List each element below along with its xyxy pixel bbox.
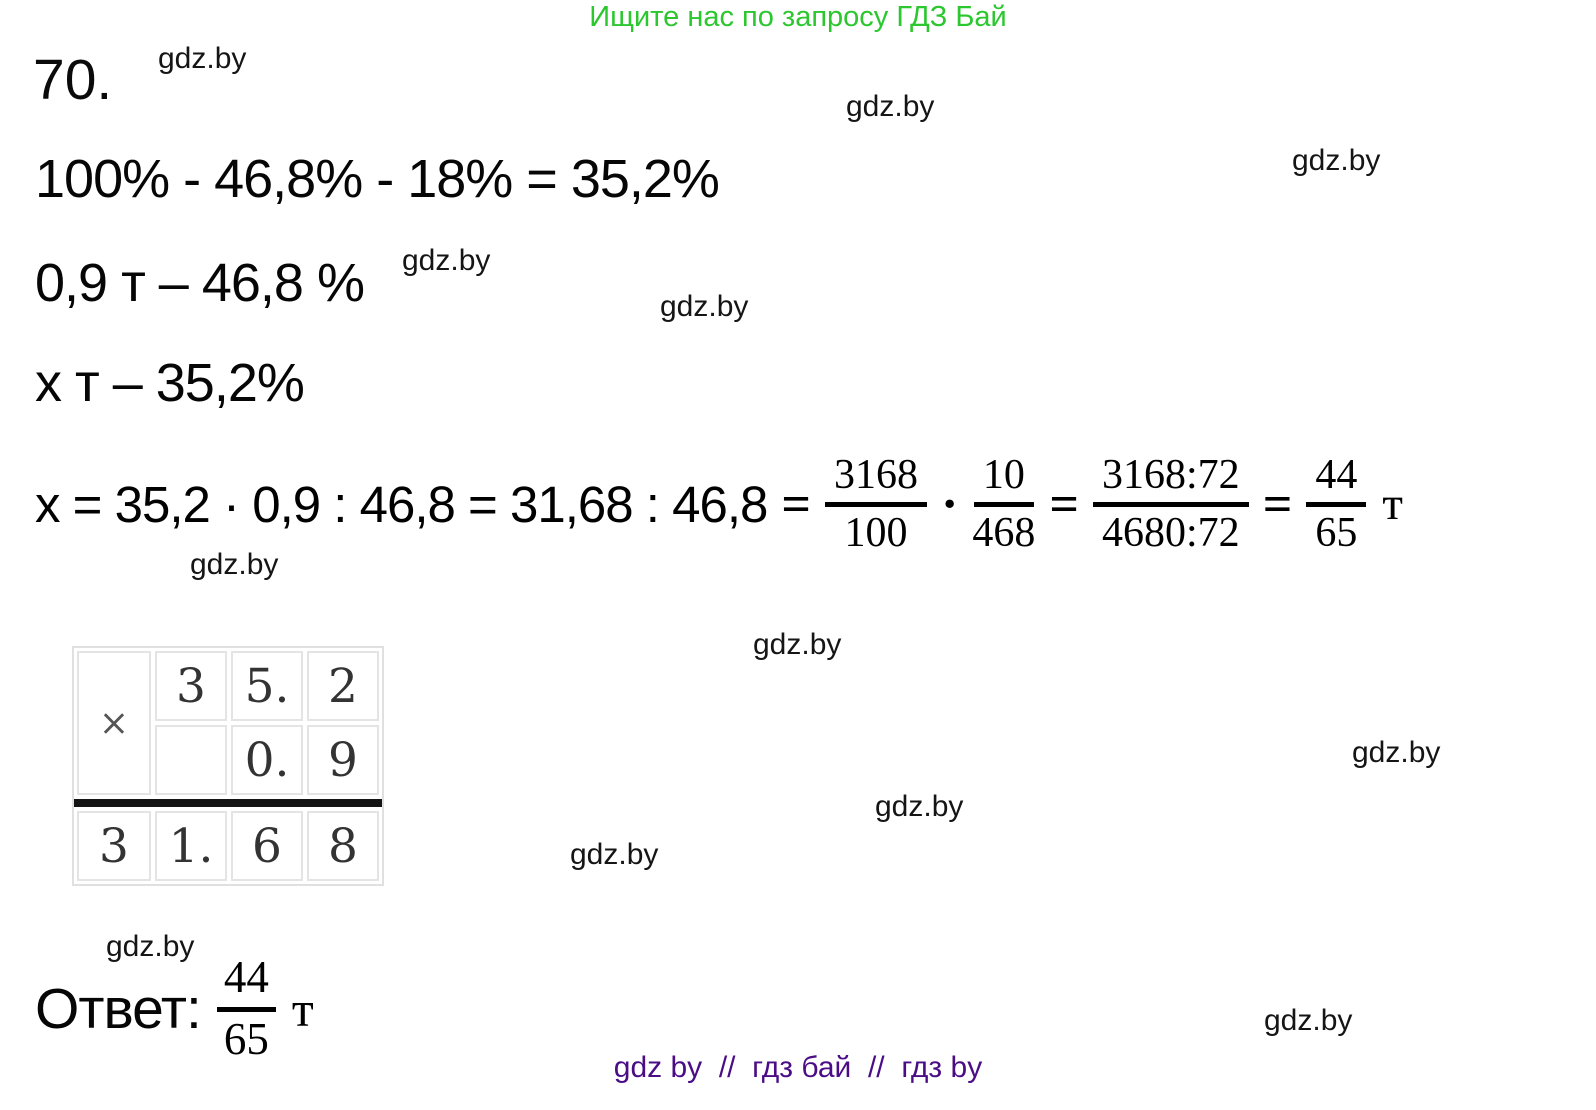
watermark: gdz.by — [846, 90, 935, 123]
unit-tonnes: т — [1382, 478, 1403, 530]
grid-cell: 5. — [231, 651, 303, 721]
search-banner: Ищите нас по запросу ГДЗ Бай — [589, 1, 1007, 33]
fraction-numerator: 3168 — [825, 451, 928, 507]
watermark: gdz.by — [660, 290, 749, 323]
fraction-10-468: 10 468 — [972, 451, 1035, 558]
equals-sign: = — [1262, 475, 1293, 533]
fraction-numerator: 10 — [973, 451, 1034, 507]
watermark: gdz.by — [1292, 144, 1381, 177]
answer-label: Ответ: — [35, 977, 202, 1041]
grid-cell: 8 — [307, 811, 379, 881]
solution-line-unknown: х т – 35,2% — [35, 353, 305, 413]
watermark: gdz.by — [1264, 1004, 1353, 1037]
equation-prefix: х = 35,2 · 0,9 : 46,8 = 31,68 : 46,8 — [35, 475, 768, 533]
fraction-numerator: 44 — [1306, 451, 1367, 507]
watermark: gdz.by — [1352, 736, 1441, 769]
multiply-dot: · — [941, 475, 959, 533]
fraction-reduced: 3168:72 4680:72 — [1093, 451, 1249, 558]
site-footer: gdz by // гдз бай // гдз by — [613, 1051, 983, 1084]
watermark: gdz.by — [190, 548, 279, 581]
fraction-denominator: 4680:72 — [1102, 510, 1240, 556]
solution-line-given: 0,9 т – 46,8 % — [35, 253, 365, 313]
watermark: gdz.by — [158, 42, 247, 75]
fraction-numerator: 3168:72 — [1093, 451, 1249, 507]
equals-sign: = — [781, 475, 812, 533]
watermark: gdz.by — [402, 244, 491, 277]
watermark: gdz.by — [753, 628, 842, 661]
fraction-denominator: 65 — [1315, 510, 1358, 556]
fraction-denominator: 100 — [844, 510, 908, 556]
multiply-icon: × — [77, 651, 151, 795]
grid-cell — [155, 725, 227, 795]
fraction-3168-100: 3168 100 — [825, 451, 928, 558]
watermark: gdz.by — [106, 930, 195, 963]
result-divider-line — [74, 799, 382, 807]
grid-cell: 2 — [307, 651, 379, 721]
fraction-44-65: 44 65 — [1306, 451, 1367, 558]
solution-line-percent: 100% - 46,8% - 18% = 35,2% — [35, 149, 720, 209]
answer-fraction: 44 65 — [216, 952, 276, 1066]
answer-line: Ответ: 44 65 т — [35, 948, 314, 1070]
solution-equation: х = 35,2 · 0,9 : 46,8 = 31,68 : 46,8 = 3… — [35, 440, 1591, 568]
grid-cell: 3 — [77, 811, 151, 881]
problem-number: 70. — [33, 48, 113, 112]
fraction-denominator: 65 — [223, 1014, 269, 1064]
equals-sign: = — [1049, 475, 1080, 533]
multiplication-grid: × 3 5. 2 0. 9 3 1. 6 8 — [72, 646, 384, 886]
unit-tonnes: т — [291, 981, 314, 1037]
fraction-numerator: 44 — [216, 952, 276, 1012]
watermark: gdz.by — [875, 790, 964, 823]
grid-cell: 6 — [231, 811, 303, 881]
watermark: gdz.by — [570, 838, 659, 871]
grid-cell: 1. — [155, 811, 227, 881]
grid-cell: 0. — [231, 725, 303, 795]
grid-cell: 9 — [307, 725, 379, 795]
grid-cell: 3 — [155, 651, 227, 721]
fraction-denominator: 468 — [972, 510, 1036, 556]
